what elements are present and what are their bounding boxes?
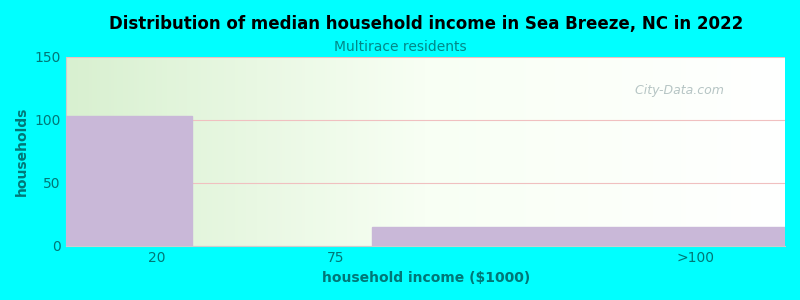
Bar [372,227,785,246]
Bar [66,116,192,246]
X-axis label: household income ($1000): household income ($1000) [322,271,530,285]
Text: City-Data.com: City-Data.com [627,84,724,97]
Text: Multirace residents: Multirace residents [334,40,466,54]
Y-axis label: households: households [15,106,29,196]
Title: Distribution of median household income in Sea Breeze, NC in 2022: Distribution of median household income … [109,15,743,33]
